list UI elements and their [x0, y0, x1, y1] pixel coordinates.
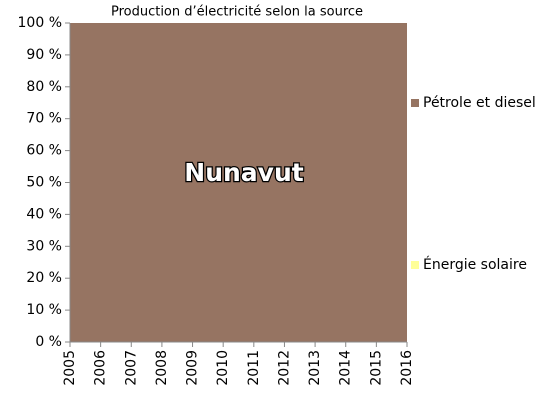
x-tick-label: 2009	[185, 350, 201, 386]
x-tick-label: 2005	[62, 350, 78, 386]
x-tick-label: 2016	[399, 350, 415, 386]
y-tick-label: 0 %	[35, 334, 62, 350]
legend-swatch	[411, 261, 419, 269]
x-tick-label: 2013	[307, 350, 323, 386]
x-tick-label: 2006	[93, 350, 109, 386]
area	[70, 23, 407, 342]
x-tick-label: 2007	[123, 350, 139, 386]
legend-label: Pétrole et diesel	[423, 95, 536, 111]
x-tick-label: 2008	[154, 350, 170, 386]
y-tick-label: 60 %	[26, 143, 62, 159]
y-tick-label: 40 %	[26, 206, 62, 222]
y-tick-label: 80 %	[26, 79, 62, 95]
y-tick-label: 30 %	[26, 238, 62, 254]
x-tick-label: 2015	[368, 350, 384, 386]
x-tick-label: 2014	[338, 350, 354, 386]
legend-label: Énergie solaire	[423, 256, 527, 273]
x-tick-label: 2012	[276, 350, 292, 386]
y-tick-label: 100 %	[18, 15, 62, 31]
annotation: Nunavut	[184, 158, 303, 187]
x-tick-label: 2011	[246, 350, 262, 386]
x-tick-label: 2010	[215, 350, 231, 386]
legend-swatch	[411, 99, 419, 107]
chart-title: Production d’électricité selon la source	[111, 5, 363, 20]
y-tick-label: 70 %	[26, 111, 62, 127]
y-tick-label: 10 %	[26, 302, 62, 318]
y-tick-label: 20 %	[26, 270, 62, 286]
y-tick-label: 50 %	[26, 175, 62, 191]
y-tick-label: 90 %	[26, 47, 62, 63]
